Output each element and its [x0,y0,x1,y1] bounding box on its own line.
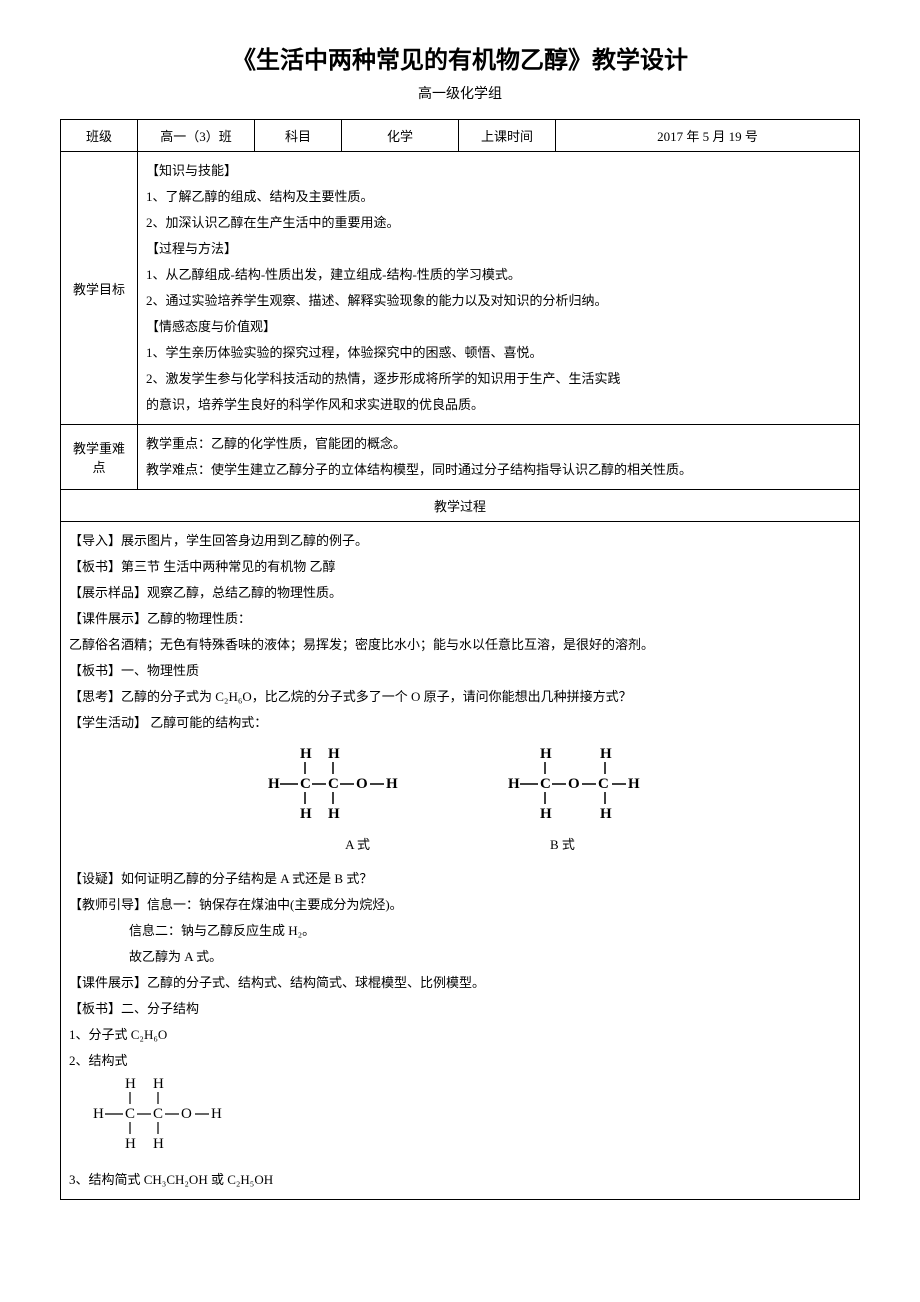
process-mol1: 1、分子式 C₂H₆O [69,1022,851,1048]
keypoints-row: 教学重难点 教学重点：乙醇的化学性质，官能团的概念。 教学难点：使学生建立乙醇分… [61,425,860,490]
structure-images: H H H C C O H H H [69,744,851,824]
subject-value: 化学 [342,120,459,152]
svg-text:H: H [386,776,398,792]
svg-text:H: H [540,746,552,762]
obj-section2-item1: 1、从乙醇组成-结构-性质出发，建立组成-结构-性质的学习模式。 [146,262,851,288]
process-mol3: 3、结构简式 CH₃CH₂OH 或 C₂H₅OH [69,1167,851,1193]
class-label: 班级 [61,120,138,152]
process-courseware2: 【课件展示】乙醇的分子式、结构式、结构简式、球棍模型、比例模型。 [69,970,851,996]
process-board3: 【板书】二、分子结构 [69,996,851,1022]
svg-text:H: H [300,806,312,822]
process-phys-prop: 乙醇俗名酒精；无色有特殊香味的液体；易挥发；密度比水小；能与水以任意比互溶，是很… [69,632,851,658]
svg-text:H: H [125,1136,136,1152]
process-heading: 教学过程 [61,490,860,522]
svg-text:H: H [125,1076,136,1092]
svg-text:C: C [540,776,551,792]
subject-label: 科目 [255,120,342,152]
svg-text:H: H [600,746,612,762]
process-think: 【思考】乙醇的分子式为 C₂H₆O，比乙烷的分子式多了一个 O 原子，请问你能想… [69,684,851,710]
process-courseware1: 【课件展示】乙醇的物理性质： [69,606,851,632]
obj-section1-title: 【知识与技能】 [146,158,851,184]
obj-section2-item2: 2、通过实验培养学生观察、描述、解释实验现象的能力以及对知识的分析归纳。 [146,288,851,314]
obj-section1-item2: 2、加深认识乙醇在生产生活中的重要用途。 [146,210,851,236]
objectives-content: 【知识与技能】 1、了解乙醇的组成、结构及主要性质。 2、加深认识乙醇在生产生活… [138,152,860,425]
process-content: 【导入】展示图片，学生回答身边用到乙醇的例子。 【板书】第三节 生活中两种常见的… [61,522,860,1200]
process-content-row: 【导入】展示图片，学生回答身边用到乙醇的例子。 【板书】第三节 生活中两种常见的… [61,522,860,1200]
process-board2: 【板书】一、物理性质 [69,658,851,684]
svg-text:O: O [181,1106,192,1122]
svg-text:C: C [125,1106,135,1122]
obj-section2-title: 【过程与方法】 [146,236,851,262]
svg-text:H: H [153,1076,164,1092]
page-title: 《生活中两种常见的有机物乙醇》教学设计 [60,40,860,75]
obj-section1-item1: 1、了解乙醇的组成、结构及主要性质。 [146,184,851,210]
process-mol2: 2、结构式 [69,1048,851,1074]
page-subtitle: 高一级化学组 [60,83,860,103]
svg-text:H: H [93,1106,104,1122]
lesson-plan-table: 班级 高一（3）班 科目 化学 上课时间 2017 年 5 月 19 号 教学目… [60,119,860,1200]
objectives-label-text: 教学目标 [69,279,129,298]
time-value: 2017 年 5 月 19 号 [556,120,860,152]
time-label: 上课时间 [459,120,556,152]
svg-text:O: O [356,776,368,792]
svg-text:O: O [568,776,580,792]
svg-text:C: C [328,776,339,792]
formula-b-label: B 式 [550,832,575,858]
objectives-row: 教学目标 【知识与技能】 1、了解乙醇的组成、结构及主要性质。 2、加深认识乙醇… [61,152,860,425]
svg-text:H: H [153,1136,164,1152]
obj-section3-item1: 1、学生亲历体验实验的探究过程，体验探究中的困惑、顿悟、喜悦。 [146,340,851,366]
keypoints-line1: 教学重点：乙醇的化学性质，官能团的概念。 [146,431,851,457]
structural-formula-svg: H H H C C O H H H [75,1074,255,1154]
structure-a-svg: H H H C C O H H H [250,744,430,824]
objectives-label: 教学目标 [61,152,138,425]
class-value: 高一（3）班 [138,120,255,152]
process-heading-row: 教学过程 [61,490,860,522]
svg-text:C: C [153,1106,163,1122]
process-board1: 【板书】第三节 生活中两种常见的有机物 乙醇 [69,554,851,580]
svg-text:H: H [540,806,552,822]
svg-text:H: H [628,776,640,792]
process-guide2: 信息二：钠与乙醇反应生成 H₂。 [69,918,851,944]
keypoints-line2: 教学难点：使学生建立乙醇分子的立体结构模型，同时通过分子结构指导认识乙醇的相关性… [146,457,851,483]
structure-b-svg: H H H C O C H H H [490,744,670,824]
keypoints-label: 教学重难点 [61,425,138,490]
svg-text:H: H [328,746,340,762]
svg-text:H: H [508,776,520,792]
svg-text:H: H [300,746,312,762]
process-guide3: 故乙醇为 A 式。 [69,944,851,970]
keypoints-content: 教学重点：乙醇的化学性质，官能团的概念。 教学难点：使学生建立乙醇分子的立体结构… [138,425,860,490]
process-intro: 【导入】展示图片，学生回答身边用到乙醇的例子。 [69,528,851,554]
svg-text:H: H [268,776,280,792]
structural-formula: H H H C C O H H H [75,1074,851,1163]
svg-text:H: H [211,1106,222,1122]
svg-text:C: C [300,776,311,792]
process-guide: 【教师引导】信息一：钠保存在煤油中(主要成分为烷烃)。 [69,892,851,918]
svg-text:H: H [600,806,612,822]
svg-text:C: C [598,776,609,792]
process-doubt: 【设疑】如何证明乙醇的分子结构是 A 式还是 B 式？ [69,866,851,892]
keypoints-label-text: 教学重难点 [69,438,129,476]
header-row: 班级 高一（3）班 科目 化学 上课时间 2017 年 5 月 19 号 [61,120,860,152]
svg-text:H: H [328,806,340,822]
structure-labels: A 式 B 式 [69,832,851,858]
process-sample: 【展示样品】观察乙醇，总结乙醇的物理性质。 [69,580,851,606]
formula-a-label: A 式 [345,832,370,858]
process-activity: 【学生活动】 乙醇可能的结构式： [69,710,851,736]
obj-section3-title: 【情感态度与价值观】 [146,314,851,340]
obj-section3-item3: 的意识，培养学生良好的科学作风和求实进取的优良品质。 [146,392,851,418]
obj-section3-item2: 2、激发学生参与化学科技活动的热情，逐步形成将所学的知识用于生产、生活实践 [146,366,851,392]
